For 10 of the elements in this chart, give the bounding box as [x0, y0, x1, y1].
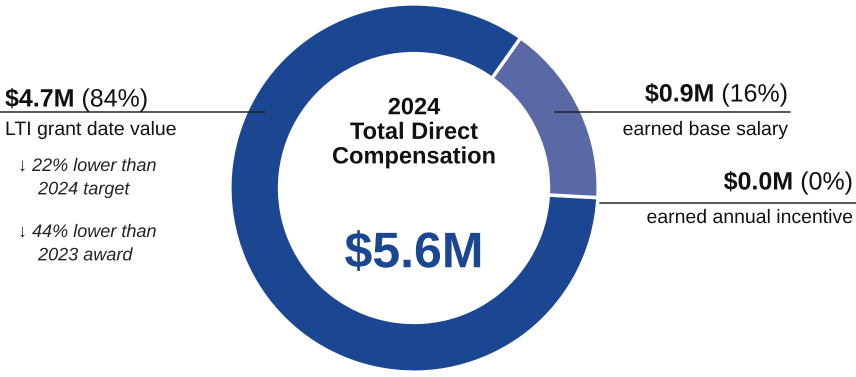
data-label: $0.9M (16%): [645, 82, 786, 107]
text: $5.6M: [345, 230, 480, 271]
text: 2024 Total Direct Compensation: [332, 98, 495, 168]
text: $0.0M (0%): [724, 170, 852, 195]
slice-label: LTI grant date value: [6, 120, 176, 140]
slice-label: earned base salary: [623, 120, 788, 140]
text: ↓ 44% lower than 2023 award: [20, 224, 156, 261]
data-label: $4.7M (84%): [5, 88, 147, 112]
text: ↓ 22% lower than 2024 target: [20, 158, 156, 198]
category-label: earned annual incentive: [647, 208, 852, 224]
